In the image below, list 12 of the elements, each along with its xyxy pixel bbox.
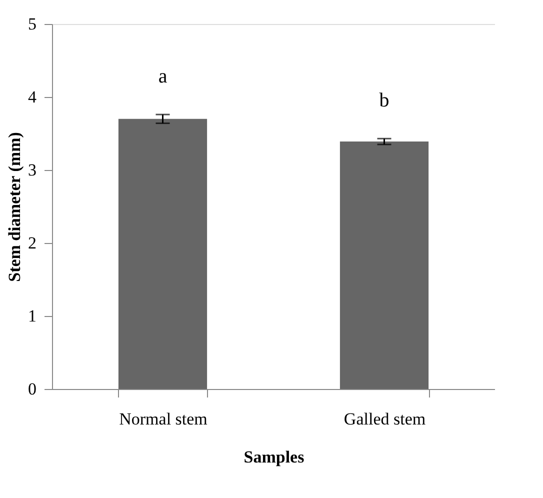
- x-tick-label: Normal stem: [119, 410, 208, 428]
- y-axis-title: Stem diameter (mm): [5, 132, 24, 282]
- y-tick-label: 1: [28, 306, 36, 326]
- x-axis-title: Samples: [244, 448, 305, 466]
- y-tick-label: 5: [28, 14, 36, 34]
- y-tick-label: 0: [28, 380, 36, 398]
- x-tick-label: Galled stem: [344, 410, 426, 428]
- y-tick-label: 4: [28, 88, 37, 106]
- annotation: a: [158, 66, 168, 88]
- y-tick-label: 2: [28, 234, 36, 252]
- y-tick-label: 3: [28, 160, 36, 180]
- annotation: b: [379, 90, 390, 112]
